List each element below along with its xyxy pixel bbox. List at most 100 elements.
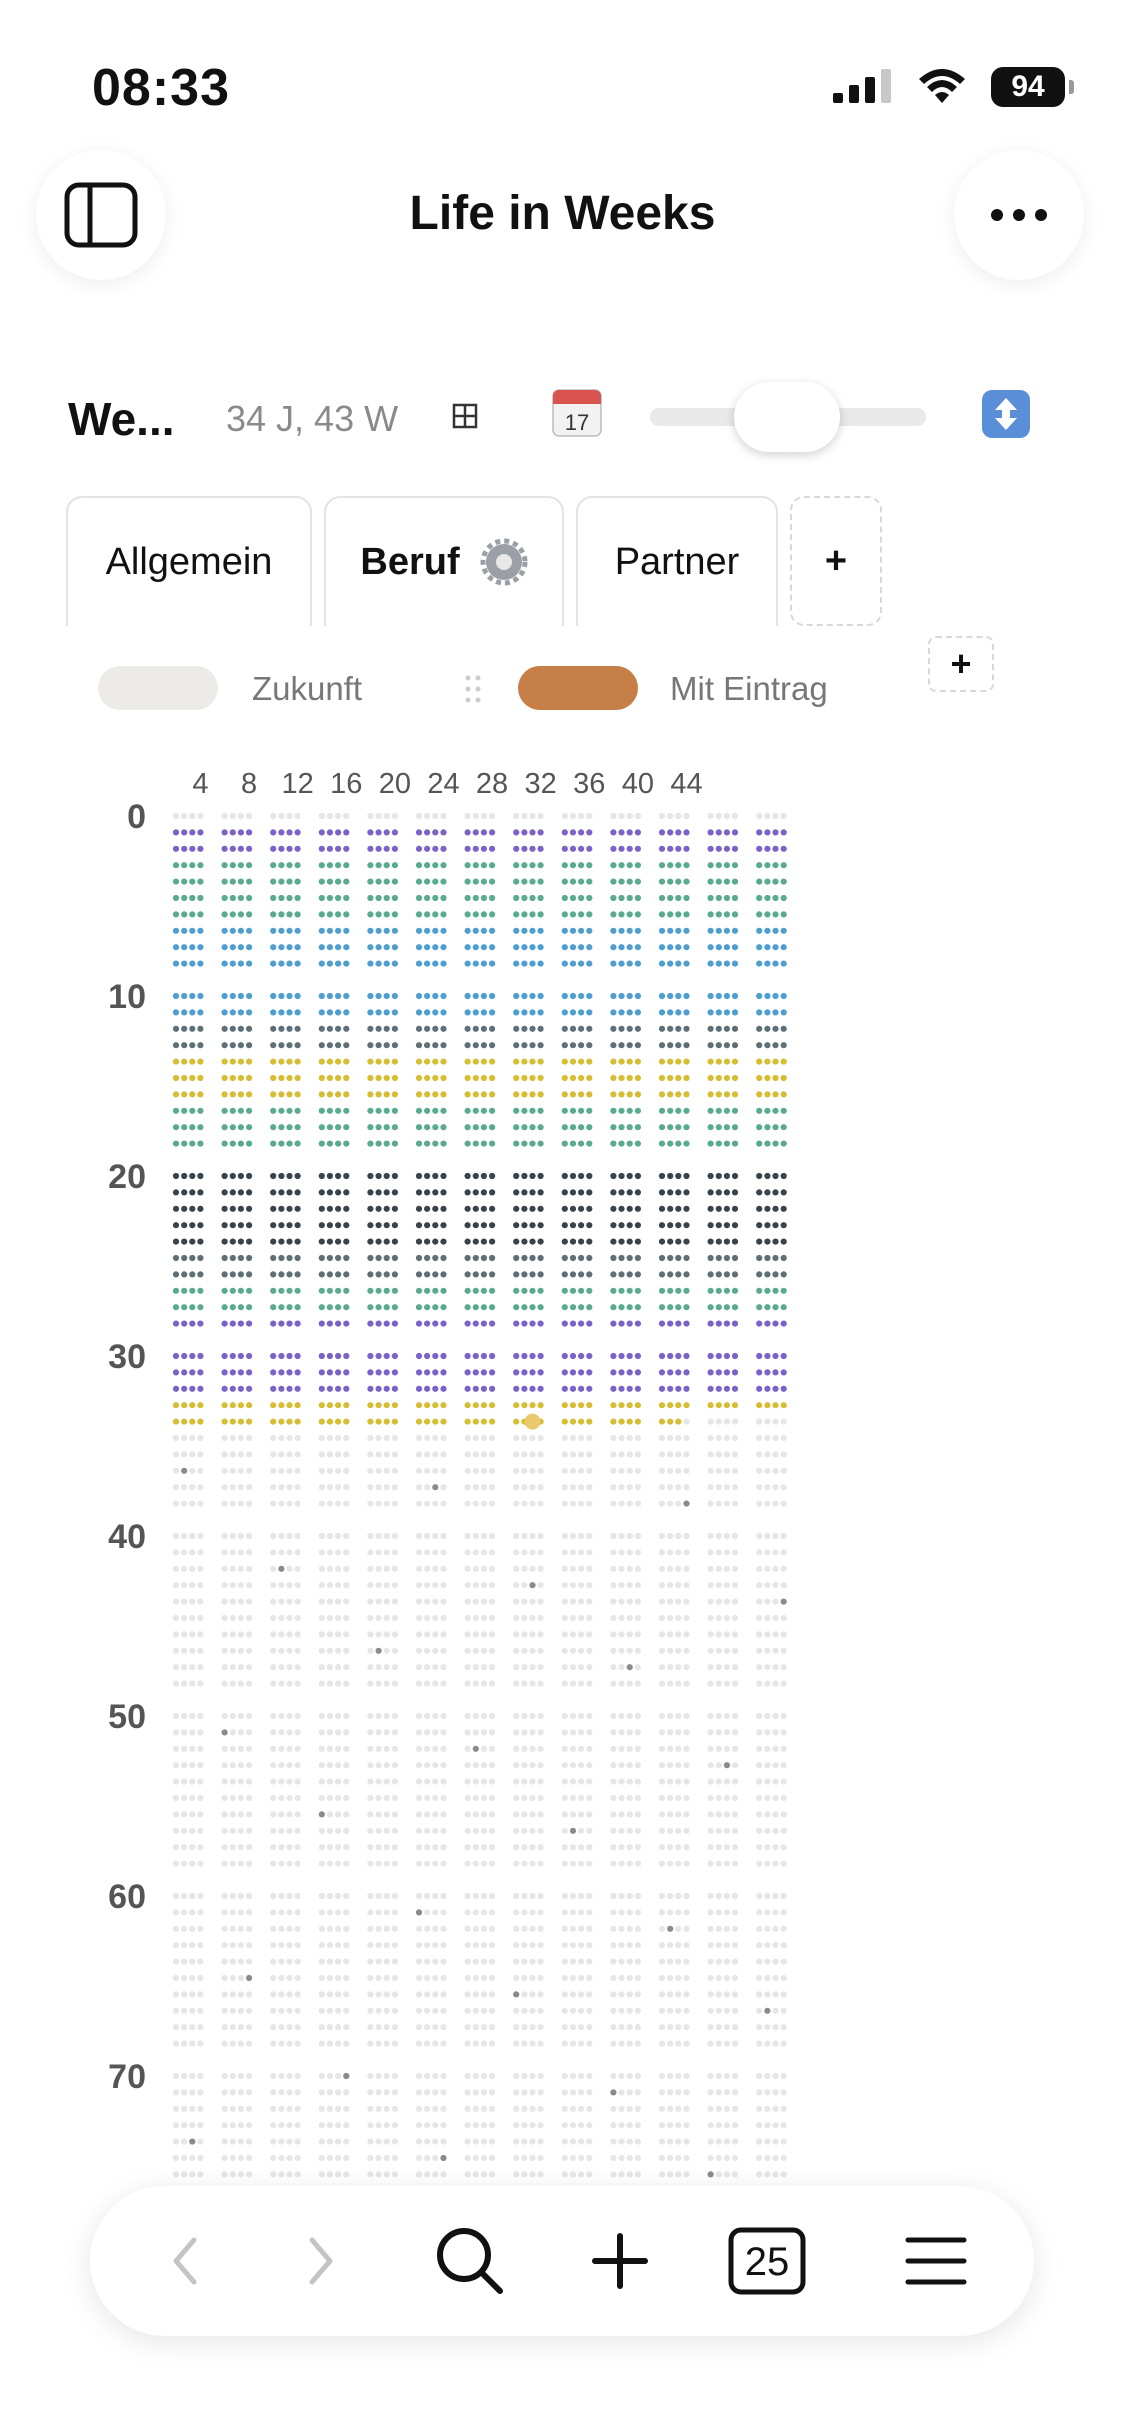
week-dot[interactable]	[246, 1271, 253, 1278]
week-dot[interactable]	[626, 911, 633, 918]
week-dot[interactable]	[537, 2122, 544, 2129]
week-dot[interactable]	[707, 1320, 714, 1327]
week-dot[interactable]	[472, 1222, 479, 1229]
week-dot[interactable]	[578, 1042, 585, 1049]
week-dot[interactable]	[731, 1124, 739, 1131]
week-dot[interactable]	[415, 1925, 423, 1932]
week-dot[interactable]	[578, 1598, 585, 1605]
week-dot[interactable]	[172, 1582, 180, 1589]
week-dot[interactable]	[675, 2007, 682, 2014]
week-dot[interactable]	[391, 862, 398, 869]
week-dot[interactable]	[415, 2024, 423, 2031]
week-dot[interactable]	[294, 845, 301, 852]
week-dot[interactable]	[335, 2007, 342, 2014]
week-dot[interactable]	[667, 1631, 674, 1638]
week-dot[interactable]	[464, 1500, 471, 1507]
week-dot[interactable]	[318, 2154, 325, 2162]
week-dot[interactable]	[464, 1860, 471, 1867]
week-dot[interactable]	[675, 944, 682, 951]
week-dot[interactable]	[432, 1729, 439, 1736]
week-dot[interactable]	[764, 1647, 771, 1654]
week-dot[interactable]	[181, 1352, 188, 1360]
week-dot[interactable]	[658, 845, 666, 852]
week-dot[interactable]	[432, 960, 439, 967]
week-dot[interactable]	[172, 1074, 180, 1082]
week-dot[interactable]	[586, 1958, 593, 1965]
week-dot[interactable]	[383, 1042, 390, 1049]
week-dot[interactable]	[286, 862, 293, 869]
week-dot[interactable]	[415, 1565, 423, 1572]
week-dot[interactable]	[432, 2105, 439, 2112]
week-dot[interactable]	[561, 1729, 568, 1736]
week-dot[interactable]	[618, 2024, 625, 2031]
week-dot[interactable]	[537, 1467, 544, 1474]
week-dot[interactable]	[326, 1614, 333, 1622]
week-dot[interactable]	[610, 1631, 617, 1638]
week-dot[interactable]	[521, 1762, 528, 1769]
week-dot[interactable]	[569, 1729, 577, 1736]
week-dot[interactable]	[626, 1500, 633, 1507]
week-dot[interactable]	[731, 2072, 739, 2080]
week-dot[interactable]	[731, 1107, 739, 1114]
week-dot[interactable]	[537, 1844, 544, 1851]
week-dot[interactable]	[723, 862, 731, 869]
week-dot[interactable]	[172, 1794, 180, 1802]
week-dot[interactable]	[764, 1025, 771, 1032]
week-dot[interactable]	[197, 1058, 204, 1065]
week-dot[interactable]	[391, 1320, 398, 1327]
week-dot[interactable]	[658, 1254, 666, 1262]
week-dot[interactable]	[343, 1172, 350, 1180]
week-dot[interactable]	[172, 1369, 180, 1376]
week-dot[interactable]	[658, 992, 666, 1000]
week-dot[interactable]	[634, 1729, 642, 1736]
week-dot[interactable]	[318, 1582, 325, 1589]
week-dot[interactable]	[667, 1009, 674, 1016]
week-dot[interactable]	[246, 1614, 253, 1622]
week-dot[interactable]	[586, 2171, 593, 2178]
week-dot[interactable]	[772, 1434, 779, 1442]
week-dot[interactable]	[675, 845, 682, 852]
week-dot[interactable]	[286, 1909, 293, 1916]
week-dot[interactable]	[472, 1025, 479, 1032]
week-dot[interactable]	[618, 1222, 625, 1229]
week-dot[interactable]	[229, 862, 236, 869]
week-dot[interactable]	[326, 812, 333, 820]
week-dot[interactable]	[326, 1647, 333, 1654]
week-dot[interactable]	[731, 1254, 739, 1262]
week-dot[interactable]	[440, 1402, 447, 1409]
week-dot[interactable]	[756, 1974, 763, 1982]
week-dot[interactable]	[237, 1402, 244, 1409]
week-dot[interactable]	[318, 1484, 325, 1491]
week-dot[interactable]	[464, 1614, 471, 1622]
week-dot[interactable]	[626, 960, 633, 967]
week-dot[interactable]	[521, 1614, 528, 1622]
week-dot[interactable]	[780, 1287, 787, 1294]
week-dot[interactable]	[383, 1549, 390, 1556]
week-dot[interactable]	[326, 1352, 333, 1360]
week-dot[interactable]	[707, 1794, 714, 1802]
week-dot[interactable]	[780, 1271, 787, 1278]
week-dot[interactable]	[723, 1974, 731, 1982]
week-dot[interactable]	[723, 1582, 731, 1589]
week-dot[interactable]	[229, 1614, 236, 1622]
week-dot[interactable]	[537, 2154, 544, 2162]
week-dot[interactable]	[270, 1254, 277, 1262]
week-dot[interactable]	[756, 1025, 763, 1032]
week-dot[interactable]	[464, 1991, 471, 1998]
week-dot[interactable]	[375, 1369, 382, 1376]
week-dot[interactable]	[221, 1304, 228, 1311]
week-dot[interactable]	[569, 1074, 577, 1082]
week-dot[interactable]	[229, 1451, 236, 1458]
week-dot[interactable]	[286, 829, 293, 836]
week-dot[interactable]	[723, 1320, 731, 1327]
week-dot[interactable]	[270, 1189, 277, 1196]
week-dot[interactable]	[626, 1892, 633, 1900]
week-dot[interactable]	[675, 2105, 682, 2112]
week-dot[interactable]	[658, 1124, 666, 1131]
week-dot[interactable]	[432, 1484, 439, 1491]
week-dot[interactable]	[658, 1762, 666, 1769]
week-dot[interactable]	[391, 1418, 398, 1425]
week-dot[interactable]	[513, 1925, 520, 1932]
week-dot[interactable]	[569, 1794, 577, 1802]
profile-name[interactable]: We...	[68, 393, 175, 445]
